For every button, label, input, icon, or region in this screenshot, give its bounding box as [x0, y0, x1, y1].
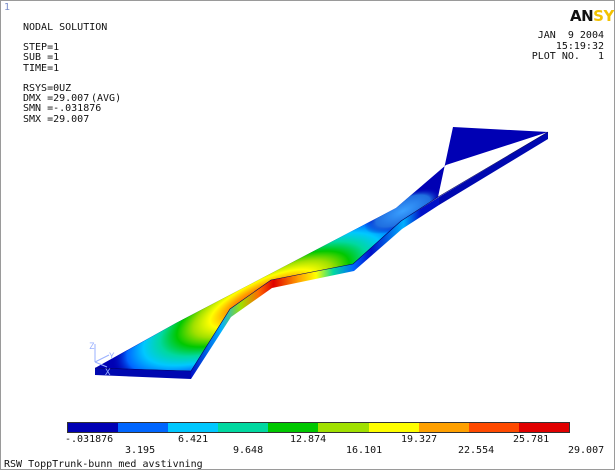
legend-color-segment: [68, 423, 119, 432]
window-index: 1: [4, 2, 11, 13]
legend-color-segment: [518, 423, 569, 432]
legend-color-segment: [118, 423, 169, 432]
legend-label: 12.874: [290, 434, 327, 445]
legend-label: 19.327: [401, 434, 438, 445]
color-legend-bar: [67, 422, 570, 433]
legend-label: 3.195: [125, 445, 156, 456]
legend-label: 22.554: [458, 445, 495, 456]
plot-caption: RSW ToppTrunk-bunn med avstivning: [4, 459, 203, 470]
result-name: UZ: [59, 82, 72, 94]
smn-line: SMN =-.031876: [23, 103, 102, 115]
legend-label: 6.421: [178, 434, 209, 445]
step-line: STEP=1: [23, 42, 60, 54]
time-line: TIME=1: [23, 62, 60, 74]
legend-color-segment: [468, 423, 519, 432]
legend-color-segment: [168, 423, 219, 432]
legend-color-segment: [368, 423, 419, 432]
plate-end-face: [439, 132, 548, 205]
legend-color-segment: [318, 423, 369, 432]
solution-title: NODAL SOLUTION: [23, 22, 108, 33]
triad-x-label: X: [105, 368, 111, 378]
plate-front-face: [95, 368, 191, 379]
legend-color-segment: [218, 423, 269, 432]
avg-label: (AVG): [91, 93, 122, 105]
rsys-line: RSYS=0: [23, 82, 60, 94]
date-block: JAN 9 2004 15:19:32 PLOT NO. 1: [531, 30, 604, 63]
triad-y-label: Y: [109, 352, 115, 362]
plot-date: JAN 9 2004: [537, 30, 604, 41]
solution-info: NODAL SOLUTION STEP=1 SUB =1 TIME=1 UZ (…: [23, 22, 121, 125]
triad-z-label: Z: [89, 342, 95, 352]
legend-color-segment: [268, 423, 319, 432]
plot-time: 15:19:32: [555, 40, 604, 52]
ansys-logo: ANSYS: [570, 7, 615, 25]
legend-label: -.031876: [65, 434, 114, 445]
displacement-spot: [301, 161, 501, 261]
dmx-line: DMX =29.007: [23, 93, 90, 105]
legend-label: 16.101: [346, 445, 383, 456]
legend-label: 25.781: [513, 434, 550, 445]
legend-label: 29.007: [568, 445, 605, 456]
legend-color-segment: [418, 423, 469, 432]
plot-number-value: 1: [597, 51, 604, 62]
sub-line: SUB =1: [23, 52, 60, 64]
coordinate-triad: Z Y X: [89, 342, 115, 378]
legend-label: 9.648: [233, 445, 264, 456]
smx-line: SMX =29.007: [23, 113, 90, 125]
plot-number-label: PLOT NO.: [531, 51, 580, 62]
plate-side-face: [191, 197, 439, 379]
